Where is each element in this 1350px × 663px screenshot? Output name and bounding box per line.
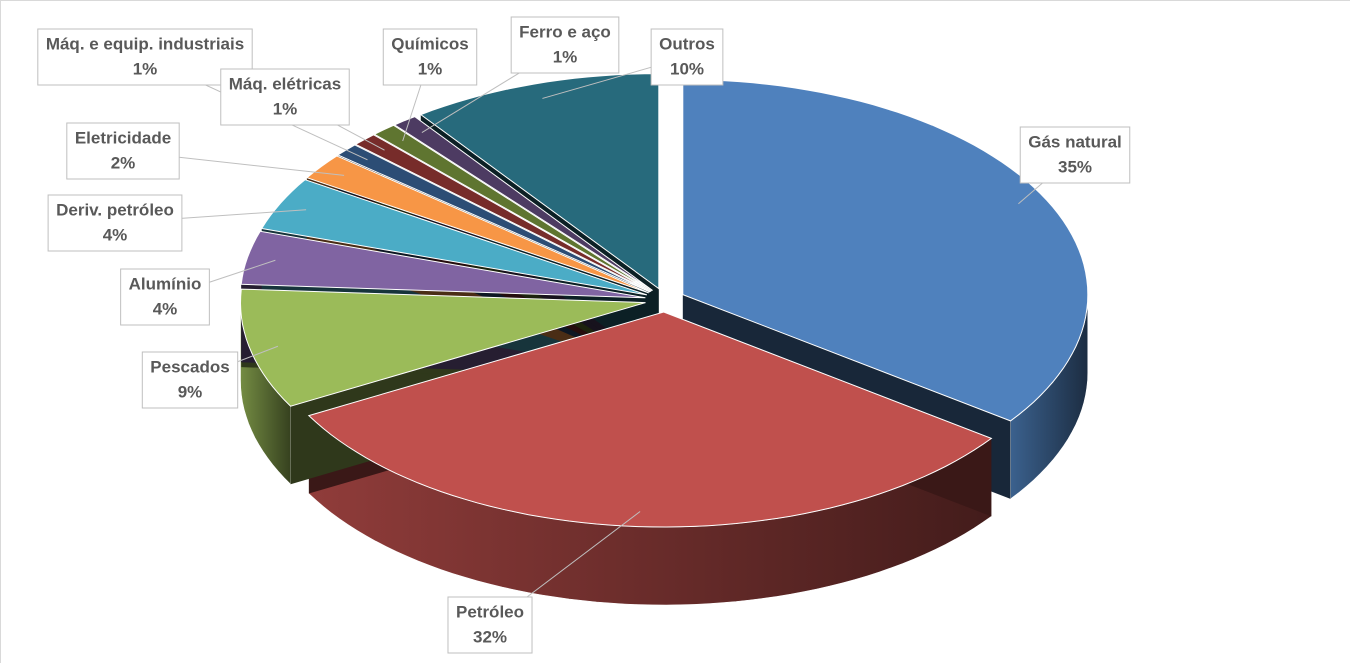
label-box xyxy=(37,28,253,86)
label-box xyxy=(447,596,533,654)
label-box xyxy=(1019,126,1131,184)
label-name: Petróleo xyxy=(456,602,524,621)
label-box xyxy=(66,122,180,180)
label-value: 32% xyxy=(473,627,507,646)
label-name: Ferro e aço xyxy=(519,22,611,41)
label-name: Máq. e equip. industriais xyxy=(46,34,244,53)
label-value: 4% xyxy=(153,299,178,318)
label-name: Químicos xyxy=(391,34,468,53)
label-name: Deriv. petróleo xyxy=(56,200,174,219)
label-value: 1% xyxy=(418,59,443,78)
label-value: 10% xyxy=(670,59,704,78)
data-label: Petróleo 32% xyxy=(447,596,533,654)
data-label: Máq. elétricas 1% xyxy=(220,68,350,126)
label-name: Pescados xyxy=(150,357,229,376)
data-label: Pescados 9% xyxy=(141,351,239,409)
label-box xyxy=(220,68,350,126)
slice xyxy=(682,79,1089,422)
label-box xyxy=(47,194,183,252)
data-label: Gás natural 35% xyxy=(1019,126,1131,184)
data-label: Outros 10% xyxy=(650,28,724,86)
data-label: Químicos 1% xyxy=(382,28,478,86)
label-name: Alumínio xyxy=(129,274,202,293)
label-value: 1% xyxy=(273,99,298,118)
data-label: Ferro e aço 1% xyxy=(510,16,620,74)
label-value: 2% xyxy=(111,153,136,172)
label-value: 9% xyxy=(178,382,203,401)
slice xyxy=(373,124,653,292)
slice xyxy=(240,230,646,299)
label-name: Outros xyxy=(659,34,715,53)
label-value: 1% xyxy=(553,47,578,66)
label-value: 1% xyxy=(133,59,158,78)
label-box xyxy=(650,28,724,86)
data-label: Deriv. petróleo 4% xyxy=(47,194,183,252)
label-name: Eletricidade xyxy=(75,128,171,147)
label-name: Máq. elétricas xyxy=(229,74,341,93)
slice xyxy=(393,116,653,291)
data-label: Alumínio 4% xyxy=(120,268,210,326)
data-label: Máq. e equip. industriais 1% xyxy=(37,28,253,86)
slice xyxy=(307,311,993,528)
label-box xyxy=(120,268,210,326)
slice xyxy=(239,288,646,407)
label-name: Gás natural xyxy=(1028,132,1122,151)
slice xyxy=(305,155,650,294)
label-box xyxy=(382,28,478,86)
data-label: Eletricidade 2% xyxy=(66,122,180,180)
label-box xyxy=(510,16,620,74)
label-value: 35% xyxy=(1058,157,1092,176)
label-box xyxy=(141,351,239,409)
label-value: 4% xyxy=(103,225,128,244)
slice xyxy=(260,179,648,296)
